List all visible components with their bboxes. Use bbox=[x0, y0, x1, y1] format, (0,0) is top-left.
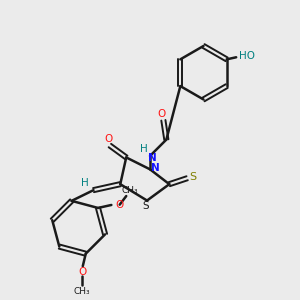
Text: N: N bbox=[151, 163, 160, 173]
Text: O: O bbox=[116, 200, 124, 210]
Text: S: S bbox=[190, 172, 197, 182]
Text: HO: HO bbox=[239, 51, 255, 62]
Text: H: H bbox=[81, 178, 88, 188]
Text: H: H bbox=[140, 144, 147, 154]
Text: CH₃: CH₃ bbox=[74, 287, 91, 296]
Text: O: O bbox=[104, 134, 112, 144]
Text: N: N bbox=[148, 153, 157, 163]
Text: O: O bbox=[158, 109, 166, 119]
Text: O: O bbox=[78, 267, 86, 277]
Text: CH₃: CH₃ bbox=[122, 186, 138, 195]
Text: S: S bbox=[142, 202, 149, 212]
